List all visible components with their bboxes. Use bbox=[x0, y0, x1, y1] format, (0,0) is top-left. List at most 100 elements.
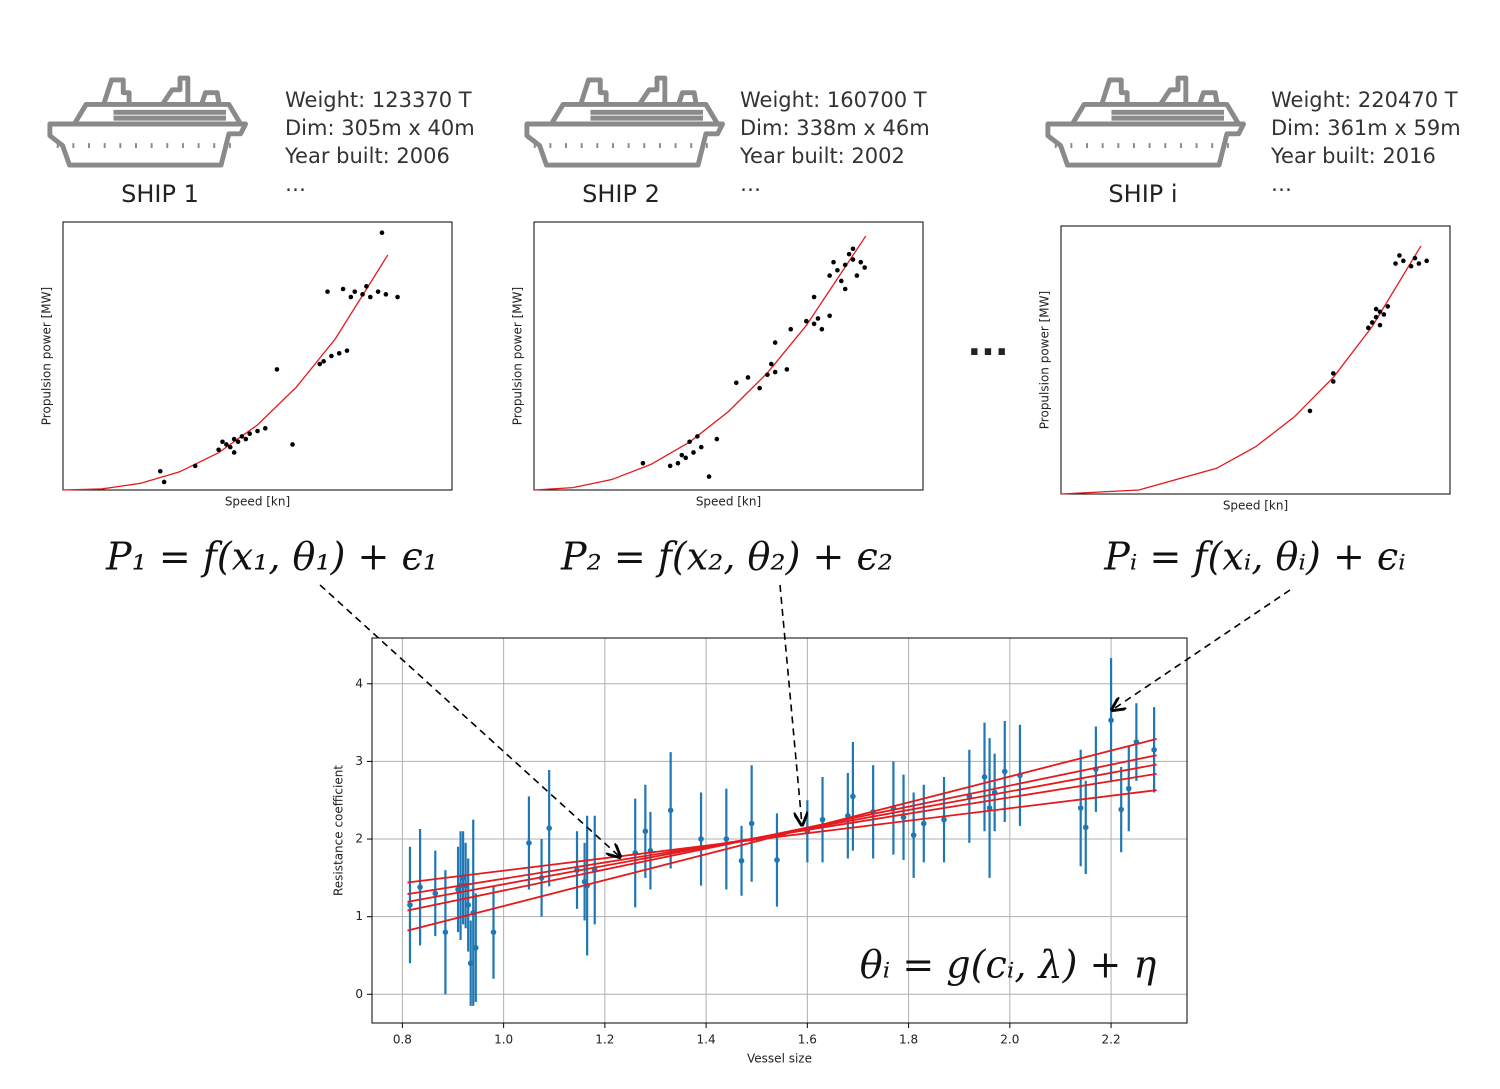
scatter-point bbox=[329, 353, 334, 359]
scatter-point bbox=[231, 436, 237, 442]
data-point bbox=[1125, 785, 1132, 792]
fit-curve bbox=[62, 254, 389, 491]
data-point bbox=[819, 816, 826, 823]
scatter-point bbox=[1331, 379, 1336, 384]
x-tick-label: 1.2 bbox=[595, 1033, 614, 1047]
scatter-point bbox=[862, 265, 867, 270]
y-axis-label: Propulsion power [MW] bbox=[40, 287, 54, 425]
scatter-point bbox=[216, 447, 221, 453]
scatter-point bbox=[804, 318, 809, 324]
x-tick-label: 2.0 bbox=[1000, 1033, 1019, 1047]
scatter-point bbox=[1369, 320, 1375, 325]
data-point bbox=[698, 836, 704, 842]
y-tick-label: 1 bbox=[355, 909, 363, 923]
scatter-point bbox=[348, 294, 354, 300]
y-tick-label: 0 bbox=[355, 987, 363, 1001]
data-point bbox=[986, 805, 993, 811]
data-point bbox=[546, 825, 552, 831]
data-point bbox=[910, 832, 917, 838]
ship-name: SHIP 1 bbox=[121, 180, 199, 208]
ship-detail: Dim: 305m x 40m bbox=[285, 116, 475, 140]
plot-frame bbox=[1060, 225, 1451, 495]
scatter-point bbox=[850, 246, 856, 252]
scatter-point bbox=[706, 474, 712, 479]
scatter-point bbox=[695, 434, 700, 439]
scatter-point bbox=[383, 292, 389, 297]
ship-name: SHIP i bbox=[1108, 180, 1177, 208]
x-tick-label: 1.8 bbox=[899, 1033, 918, 1047]
scatter-point bbox=[161, 479, 167, 485]
scatter-point bbox=[262, 426, 268, 431]
scatter-point bbox=[839, 278, 844, 284]
scatter-point bbox=[1393, 261, 1398, 266]
ship-detail: Weight: 123370 T bbox=[285, 88, 472, 112]
y-tick-label: 3 bbox=[355, 754, 363, 768]
scatter-point bbox=[192, 463, 198, 469]
scatter-point bbox=[827, 313, 832, 319]
ship-icon bbox=[1048, 78, 1244, 165]
equation: P₂ = f(x₂, θ₂) + ϵ₂ bbox=[560, 535, 893, 579]
ship-detail: Dim: 338m x 46m bbox=[740, 116, 930, 140]
data-point bbox=[900, 814, 907, 821]
data-point bbox=[642, 828, 649, 835]
scatter-point bbox=[364, 284, 369, 289]
scatter-point bbox=[858, 259, 864, 265]
scatter-point bbox=[640, 460, 646, 466]
data-point bbox=[1151, 746, 1157, 753]
x-tick-label: 1.0 bbox=[494, 1033, 513, 1047]
scatter-point bbox=[698, 444, 704, 450]
scatter-point bbox=[224, 442, 229, 447]
scatter-point bbox=[360, 292, 365, 297]
scatter-point bbox=[784, 367, 790, 372]
data-point bbox=[1077, 805, 1084, 811]
scatter-point bbox=[321, 359, 326, 364]
scatter-point bbox=[220, 439, 225, 445]
plot-frame bbox=[533, 221, 924, 491]
data-point bbox=[442, 929, 449, 935]
scatter-point bbox=[679, 452, 685, 458]
scatter-point bbox=[745, 375, 751, 380]
scatter-point bbox=[317, 361, 323, 367]
ship-detail: … bbox=[740, 172, 761, 196]
ship-detail: … bbox=[1271, 172, 1292, 196]
scatter-point bbox=[1307, 408, 1313, 414]
data-point bbox=[1082, 824, 1089, 831]
x-axis-label: Vessel size bbox=[747, 1052, 812, 1066]
scatter-point bbox=[290, 442, 295, 447]
scatter-point bbox=[675, 460, 681, 466]
x-tick-label: 1.6 bbox=[798, 1033, 817, 1047]
x-tick-label: 2.2 bbox=[1102, 1033, 1121, 1047]
scatter-point bbox=[336, 351, 342, 356]
data-point bbox=[941, 816, 947, 823]
scatter-point bbox=[687, 439, 692, 445]
fit-curve bbox=[533, 235, 867, 491]
scatter-point bbox=[772, 340, 778, 345]
scatter-point bbox=[768, 361, 774, 367]
fit-line bbox=[407, 772, 1157, 896]
ship-detail: Weight: 160700 T bbox=[740, 88, 927, 112]
x-axis-label: Speed [kn] bbox=[225, 495, 290, 509]
scatter-point bbox=[831, 259, 836, 265]
y-tick-label: 2 bbox=[355, 832, 363, 846]
arrow bbox=[1112, 589, 1291, 710]
scatter-point bbox=[1381, 312, 1387, 317]
fit-line bbox=[407, 789, 1157, 884]
scatter-point bbox=[157, 468, 163, 474]
y-axis-label: Propulsion power [MW] bbox=[1038, 291, 1052, 429]
scatter-point bbox=[340, 286, 346, 292]
x-axis-label: Speed [kn] bbox=[696, 495, 761, 509]
x-axis-label: Speed [kn] bbox=[1223, 499, 1288, 513]
scatter-point bbox=[733, 380, 739, 386]
data-point bbox=[920, 820, 927, 827]
data-point bbox=[472, 944, 479, 951]
scatter-point bbox=[227, 444, 233, 450]
data-point bbox=[723, 836, 730, 842]
scatter-point bbox=[1331, 371, 1336, 376]
arrows bbox=[319, 584, 1291, 857]
ship-detail: Dim: 361m x 59m bbox=[1271, 116, 1461, 140]
data-point bbox=[467, 960, 474, 967]
ship-detail: Year built: 2006 bbox=[284, 144, 450, 168]
scatter-point bbox=[1397, 253, 1402, 258]
x-tick-label: 1.4 bbox=[697, 1033, 716, 1047]
